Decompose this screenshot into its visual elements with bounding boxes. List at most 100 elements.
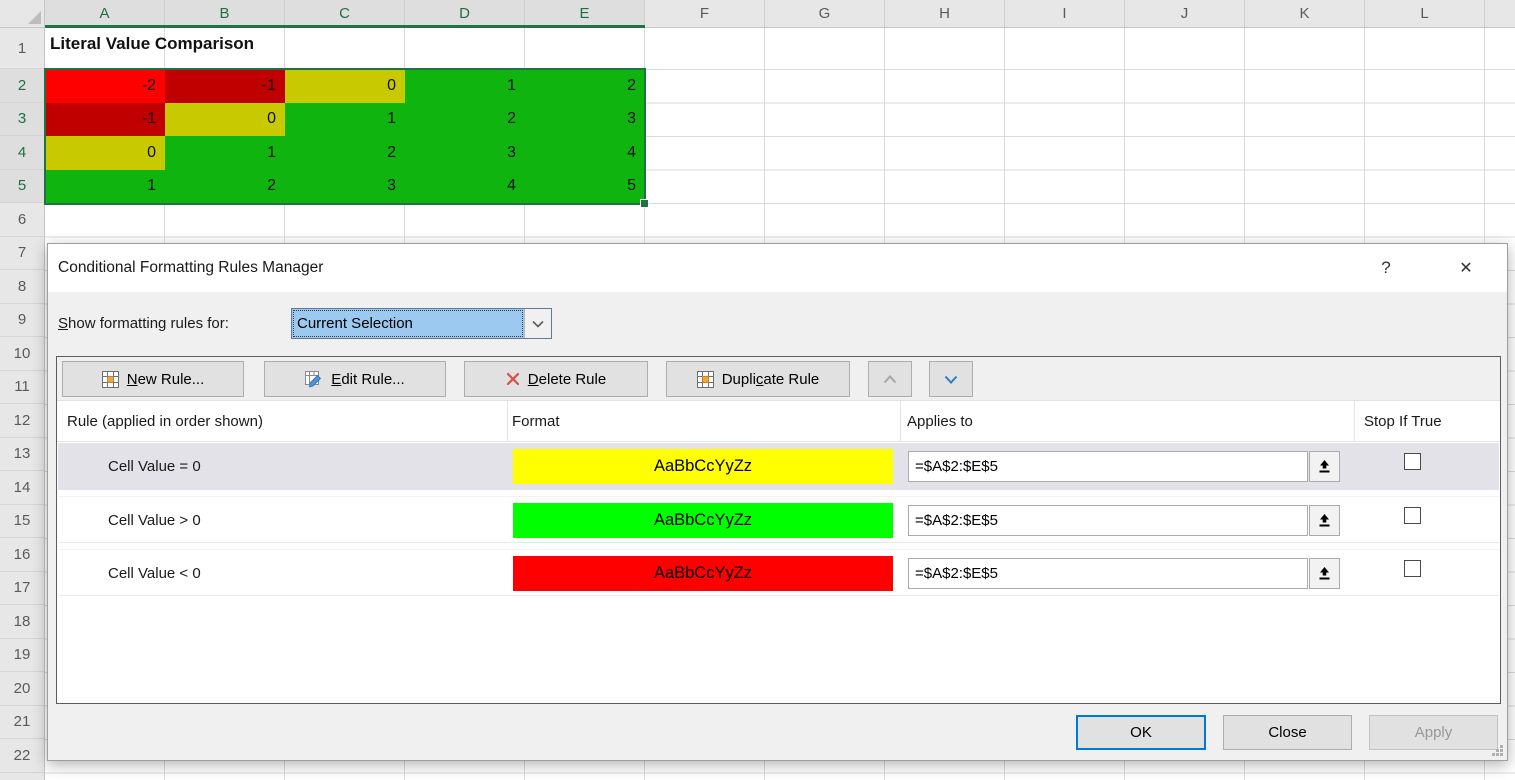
row-header-19[interactable]: 19 [0,639,44,672]
column-header-F[interactable]: F [645,0,765,27]
collapse-dialog-button[interactable] [1309,558,1340,589]
move-rule-down-button[interactable] [929,361,973,397]
rules-list-header: Rule (applied in order shown) Format App… [57,401,1500,442]
duplicate-rule-button[interactable]: Duplicate Rule [666,361,850,397]
row-header-1[interactable]: 1 [0,28,44,69]
column-header-format: Format [512,413,560,430]
cell-E3[interactable]: 3 [525,102,645,136]
dialog-close-icon[interactable]: ✕ [1459,260,1473,277]
row-header-21[interactable]: 21 [0,706,44,739]
column-header-I[interactable]: I [1005,0,1125,27]
fill-handle[interactable] [640,198,649,208]
label-key: S [58,315,69,332]
row-header-5[interactable]: 5 [0,169,44,203]
column-header-B[interactable]: B [165,0,285,27]
collapse-dialog-button[interactable] [1309,451,1340,482]
cell-E5[interactable]: 5 [525,169,645,203]
row-header-4[interactable]: 4 [0,136,44,170]
chevron-up-icon [883,374,897,383]
new-rule-button[interactable]: New Rule... [62,361,244,397]
edit-rule-button[interactable]: Edit Rule... [264,361,446,397]
red-x-icon [506,372,519,386]
row-header-12[interactable]: 12 [0,404,44,438]
applies-to-input[interactable] [908,505,1308,536]
table-grid-icon [101,370,119,388]
column-header-D[interactable]: D [405,0,525,27]
cell-A4[interactable]: 0 [45,136,165,170]
cell-B5[interactable]: 2 [165,169,285,203]
cell-a1-title[interactable]: Literal Value Comparison [50,34,255,53]
row-header-11[interactable]: 11 [0,371,44,404]
applies-to-input[interactable] [908,451,1308,482]
cell-C2[interactable]: 0 [285,69,405,103]
row-header-16[interactable]: 16 [0,538,44,572]
chevron-down-icon [944,375,958,384]
cell-D5[interactable]: 4 [405,169,525,203]
row-header-17[interactable]: 17 [0,572,44,605]
cell-B2[interactable]: -1 [165,69,285,103]
column-header-A[interactable]: A [45,0,165,27]
chevron-down-icon[interactable] [524,309,551,338]
row-header-8[interactable]: 8 [0,270,44,304]
row-header-10[interactable]: 10 [0,337,44,371]
cell-D4[interactable]: 3 [405,136,525,170]
row-header-15[interactable]: 15 [0,505,44,538]
row-header-14[interactable]: 14 [0,471,44,505]
column-header-H[interactable]: H [885,0,1005,27]
cell-E2[interactable]: 2 [525,69,645,103]
dialog-help-button[interactable]: ? [1381,258,1391,277]
rule-row-less-0[interactable]: Cell Value < 0 AaBbCcYyZz [58,549,1499,596]
row-header-13[interactable]: 13 [0,438,44,471]
column-separator [507,401,508,442]
resize-grip[interactable] [1490,743,1504,757]
column-header-K[interactable]: K [1245,0,1365,27]
row-header-3[interactable]: 3 [0,102,44,136]
table-edit-icon [305,370,322,387]
row-header-9[interactable]: 9 [0,304,44,337]
rules-scope-value: Current Selection [292,309,524,338]
ok-button[interactable]: OK [1076,715,1206,750]
cell-C5[interactable]: 3 [285,169,405,203]
cell-E4[interactable]: 4 [525,136,645,170]
delete-rule-button[interactable]: Delete Rule [464,361,648,397]
column-header-G[interactable]: G [765,0,885,27]
row-header-6[interactable]: 6 [0,203,44,237]
cell-A5[interactable]: 1 [45,169,165,203]
cell-C4[interactable]: 2 [285,136,405,170]
stop-if-true-checkbox[interactable] [1404,453,1421,470]
range-picker-icon [1319,567,1330,580]
rule-row-equal-0[interactable]: Cell Value = 0 AaBbCcYyZz [58,443,1499,490]
row-header-7[interactable]: 7 [0,237,44,270]
cell-B3[interactable]: 0 [165,102,285,136]
row-header-2[interactable]: 2 [0,69,44,103]
rule-condition: Cell Value > 0 [108,512,201,529]
row-header-20[interactable]: 20 [0,672,44,706]
column-header-E[interactable]: E [525,0,645,27]
rules-toolbar: New Rule... Edit Rule... Delete Rule Dup… [57,357,1500,401]
cell-A2[interactable]: -2 [45,69,165,103]
dialog-title: Conditional Formatting Rules Manager [58,259,324,276]
stop-if-true-checkbox[interactable] [1404,507,1421,524]
cell-C3[interactable]: 1 [285,102,405,136]
applies-to-input[interactable] [908,558,1308,589]
cell-D3[interactable]: 2 [405,102,525,136]
column-header-J[interactable]: J [1125,0,1245,27]
cell-D2[interactable]: 1 [405,69,525,103]
stop-if-true-checkbox[interactable] [1404,560,1421,577]
collapse-dialog-button[interactable] [1309,505,1340,536]
rule-row-greater-0[interactable]: Cell Value > 0 AaBbCcYyZz [58,496,1499,543]
column-header-L[interactable]: L [1365,0,1485,27]
column-header-C[interactable]: C [285,0,405,27]
cell-A3[interactable]: -1 [45,102,165,136]
rules-scope-dropdown[interactable]: Current Selection [291,308,552,339]
select-all-corner[interactable] [0,0,45,28]
rules-list-box: New Rule... Edit Rule... Delete Rule Dup… [56,356,1501,704]
cell-B4[interactable]: 1 [165,136,285,170]
close-button[interactable]: Close [1223,715,1352,750]
apply-button: Apply [1369,715,1498,750]
format-preview: AaBbCcYyZz [513,503,893,538]
column-separator [1354,401,1355,442]
row-header-18[interactable]: 18 [0,605,44,639]
row-header-22[interactable]: 22 [0,739,44,773]
